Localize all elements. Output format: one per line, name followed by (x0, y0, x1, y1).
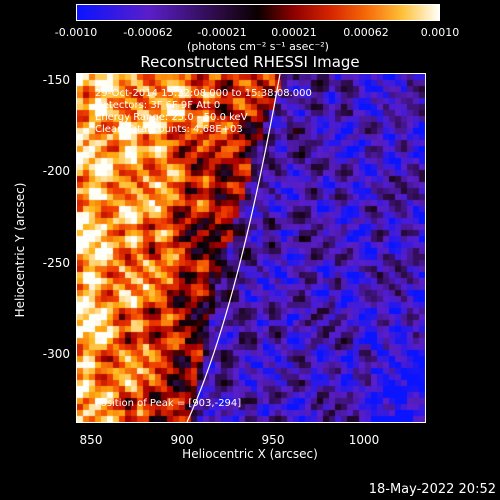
colorbar-tick-label: 0.00021 (271, 26, 317, 39)
solar-limb-line (186, 74, 281, 422)
colorbar-tick-label: -0.00021 (197, 26, 247, 39)
y-tick-label: -300 (42, 347, 70, 361)
colorbar-units: (photons cm⁻² s⁻¹ asec⁻²) (187, 40, 329, 53)
colorbar-tick-label: -0.0010 (54, 26, 98, 39)
colorbar-tick-label: -0.00062 (123, 26, 173, 39)
colorbar-tick-label: 0.0010 (420, 26, 460, 39)
reconstructed-image-heatmap (77, 74, 425, 422)
rhessi-image-panel: 29-Oct-2014 15:32:08.000 to 15:38:08.000… (76, 73, 426, 423)
x-axis-label: Heliocentric X (arcsec) (182, 447, 318, 461)
info-clean-counts: Clean Total counts: 4.68E+03 (95, 124, 243, 135)
info-peak-position: Position of Peak = [903,-294] (95, 398, 242, 409)
x-tick-label: 900 (170, 433, 194, 447)
x-tick-label: 1000 (348, 433, 380, 447)
image-title: Reconstructed RHESSI Image (140, 53, 360, 71)
solar-limb-overlay (186, 74, 281, 422)
info-time-range: 29-Oct-2014 15:32:08.000 to 15:38:08.000 (95, 88, 312, 99)
colorbar-tick-label: 0.00062 (343, 26, 389, 39)
y-axis-label: Heliocentric Y (arcsec) (13, 182, 27, 318)
colorbar (76, 4, 440, 21)
y-tick-label: -250 (42, 256, 70, 270)
x-tick-label: 950 (261, 433, 285, 447)
y-tick-label: -150 (42, 73, 70, 87)
y-tick-label: -200 (42, 164, 70, 178)
info-energy-range: Energy Range: 25.0 - 50.0 keV (95, 112, 248, 123)
x-tick-label: 850 (79, 433, 103, 447)
plot-timestamp: 18-May-2022 20:52 (368, 482, 496, 497)
info-detectors: Detectors: 3F 6F 9F Att 0 (95, 100, 221, 111)
